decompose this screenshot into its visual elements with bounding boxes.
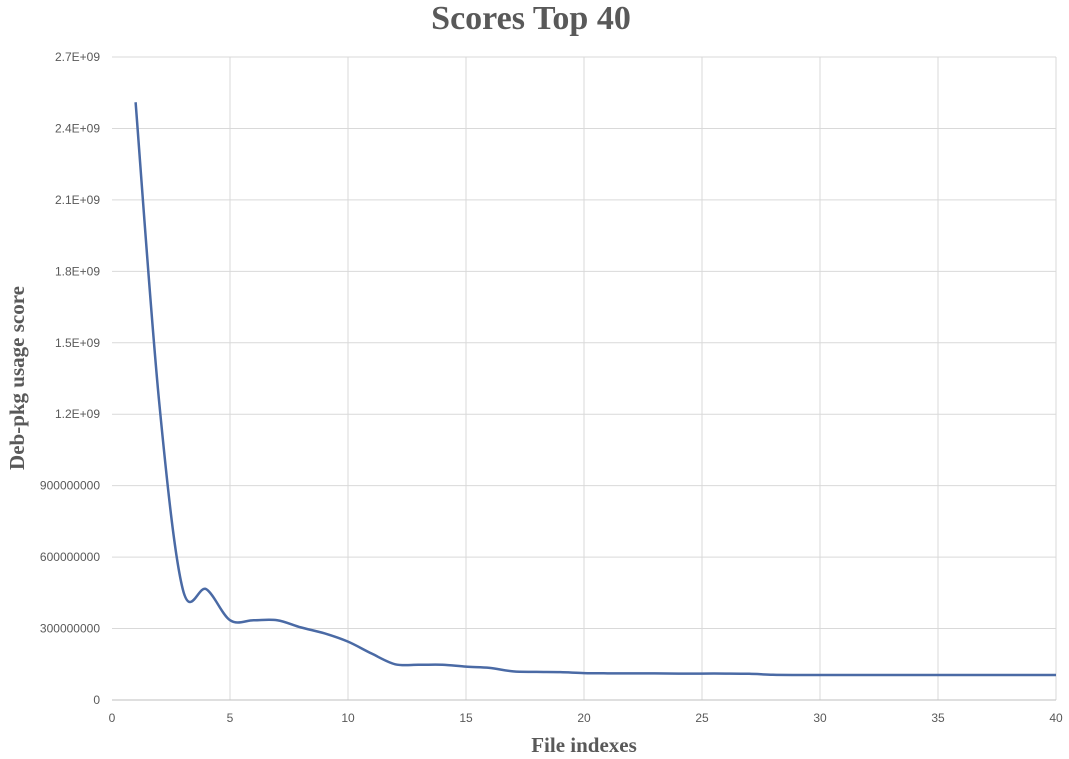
y-tick-label: 0 [93, 693, 100, 707]
chart-title: Scores Top 40 [431, 0, 631, 37]
y-tick-label: 2.1E+09 [55, 193, 100, 207]
x-tick-label: 30 [813, 711, 827, 725]
y-tick-label: 300000000 [40, 622, 100, 636]
y-tick-label: 2.4E+09 [55, 121, 100, 135]
y-gridlines [112, 56, 1056, 630]
x-tick-label: 40 [1049, 711, 1063, 725]
series-line [134, 102, 1056, 677]
x-tick-label: 5 [227, 711, 234, 725]
x-tick-label: 35 [931, 711, 945, 725]
y-tick-label: 1.8E+09 [55, 264, 100, 278]
y-tick-label: 2.7E+09 [55, 50, 100, 64]
y-tick-label: 1.2E+09 [55, 407, 100, 421]
y-tick-label: 1.5E+09 [55, 336, 100, 350]
y-axis-title: Deb-pkg usage score [5, 286, 29, 470]
x-tick-label: 10 [341, 711, 355, 725]
x-tick-label: 20 [577, 711, 591, 725]
x-axis-title: File indexes [531, 733, 637, 757]
x-gridlines [229, 57, 1057, 700]
x-tick-labels: 0 5 10 15 20 25 30 35 40 [109, 711, 1063, 725]
x-tick-label: 0 [109, 711, 116, 725]
x-tick-label: 25 [695, 711, 709, 725]
y-tick-label: 600000000 [40, 550, 100, 564]
x-tick-label: 15 [459, 711, 473, 725]
y-tick-label: 900000000 [40, 479, 100, 493]
y-tick-labels: 0 300000000 600000000 900000000 1.2E+09 1.5E+… [40, 50, 100, 707]
